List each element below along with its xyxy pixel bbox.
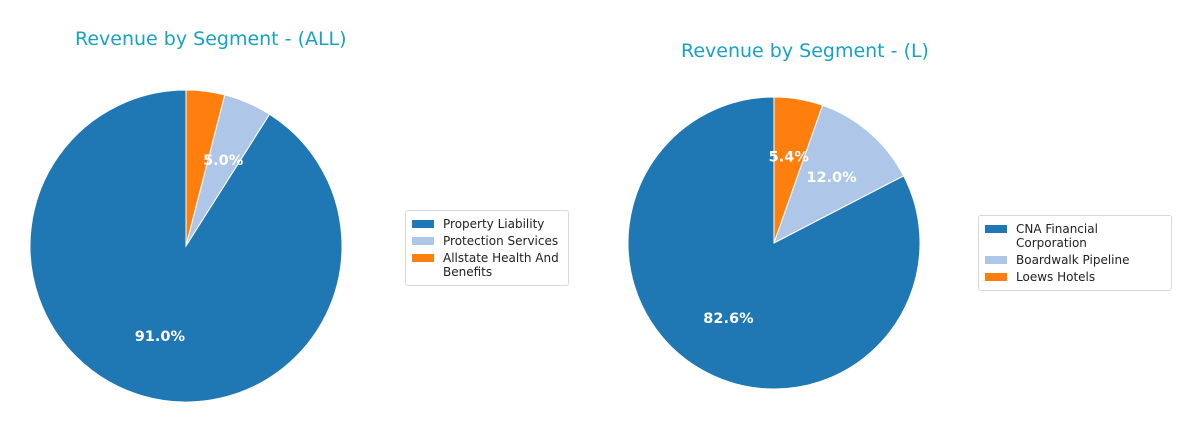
pie-slice-l-cna-financial-corporation [627, 96, 921, 390]
legend-item-boardwalk-pipeline: Boardwalk Pipeline [983, 253, 1165, 267]
pie-label-all-property-liability: 91.0% [135, 329, 186, 345]
legend-item-cna-financial-corporation: CNA Financial Corporation [983, 222, 1165, 250]
legend-label: Protection Services [443, 234, 559, 248]
legend-swatch [985, 256, 1007, 264]
legend-label: Allstate Health And Benefits [443, 251, 559, 279]
pie-slice-l-boardwalk-pipeline [773, 104, 905, 245]
pie-label-l-boardwalk-pipeline: 12.0% [806, 170, 857, 186]
legend-label: Boardwalk Pipeline [1016, 253, 1130, 267]
legend-swatch [412, 254, 434, 262]
legend-label: Property Liability [443, 217, 545, 231]
pie-slice-all-property-liability [29, 89, 343, 403]
chart-title-l: Revenue by Segment - (L) [681, 40, 929, 62]
legend-label: CNA Financial Corporation [1016, 222, 1098, 250]
legend-l: CNA Financial Corporation Boardwalk Pipel… [978, 215, 1172, 291]
legend-all: Property Liability Protection Services All… [405, 210, 569, 286]
pie-label-all-protection-services: 5.0% [203, 153, 244, 169]
legend-label: Loews Hotels [1016, 270, 1096, 284]
legend-item-property-liability: Property Liability [410, 217, 562, 231]
legend-item-loews-hotels: Loews Hotels [983, 270, 1165, 284]
legend-swatch [985, 273, 1007, 281]
legend-item-allstate-health-and-benefits: Allstate Health And Benefits [410, 251, 562, 279]
chart-title-all: Revenue by Segment - (ALL) [75, 28, 347, 50]
legend-swatch [412, 220, 434, 228]
legend-item-protection-services: Protection Services [410, 234, 562, 248]
pie-label-l-loews-hotels: 5.4% [769, 150, 810, 166]
pie-label-l-cna-financial-corporation: 82.6% [703, 311, 754, 327]
legend-swatch [985, 225, 1007, 233]
legend-swatch [412, 237, 434, 245]
